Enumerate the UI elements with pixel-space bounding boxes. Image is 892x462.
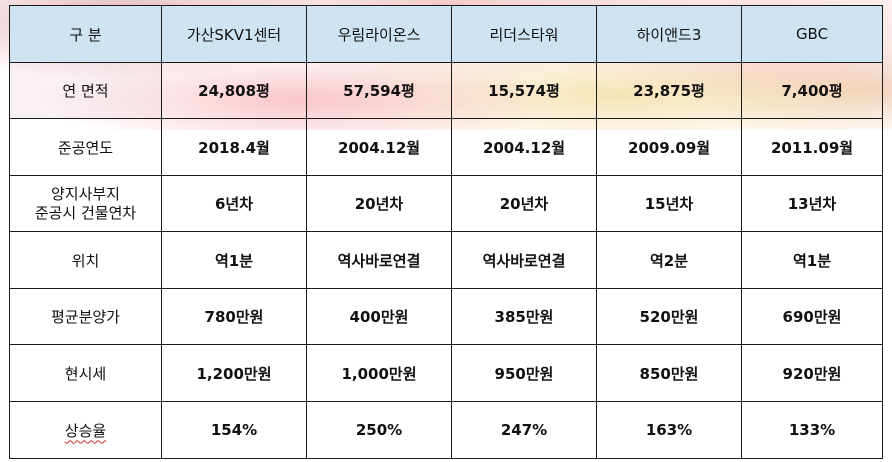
cell-area-gasan: 24,808평 (161, 62, 307, 119)
cell-year-urim: 2004.12월 (306, 118, 452, 176)
cell-market-leaders: 950만원 (451, 344, 597, 402)
row-label-building-age: 양지사부지 준공시 건물연차 (9, 175, 162, 232)
table-row-avg-sale-price: 평균분양가 780만원 400만원 385만원 520만원 690만원 (9, 288, 883, 345)
comparison-table: 구 분 가산SKV1센터 우림라이온스 리더스타워 하이앤드3 GBC 연 면적… (9, 5, 883, 459)
cell-price-urim: 400만원 (306, 288, 452, 345)
row-label-market-price: 현시세 (9, 344, 162, 402)
cell-market-gasan: 1,200만원 (161, 344, 307, 402)
row-label-avg-sale-price: 평균분양가 (9, 288, 162, 345)
cell-area-urim: 57,594평 (306, 62, 452, 119)
cell-price-leaders: 385만원 (451, 288, 597, 345)
cell-location-urim: 역사바로연결 (306, 231, 452, 289)
header-col-highend3: 하이앤드3 (596, 5, 742, 63)
header-col-leaders: 리더스타워 (451, 5, 597, 63)
header-label-cell: 구 분 (9, 5, 162, 63)
row-label-area: 연 면적 (9, 62, 162, 119)
header-col-urim: 우림라이온스 (306, 5, 452, 63)
cell-market-gbc: 920만원 (741, 344, 883, 402)
cell-location-gbc: 역1분 (741, 231, 883, 289)
cell-rate-gasan: 154% (161, 401, 307, 459)
cell-age-leaders: 20년차 (451, 175, 597, 232)
row-label-increase-rate-text: 상승율 (64, 421, 107, 440)
cell-market-highend3: 850만원 (596, 344, 742, 402)
cell-rate-urim: 250% (306, 401, 452, 459)
cell-area-gbc: 7,400평 (741, 62, 883, 119)
cell-price-highend3: 520만원 (596, 288, 742, 345)
table-row-completion-year: 준공연도 2018.4월 2004.12월 2004.12월 2009.09월 … (9, 118, 883, 176)
cell-price-gasan: 780만원 (161, 288, 307, 345)
cell-location-gasan: 역1분 (161, 231, 307, 289)
table-row-building-age: 양지사부지 준공시 건물연차 6년차 20년차 20년차 15년차 13년차 (9, 175, 883, 232)
table-row-area: 연 면적 24,808평 57,594평 15,574평 23,875평 7,4… (9, 62, 883, 119)
cell-rate-leaders: 247% (451, 401, 597, 459)
cell-price-gbc: 690만원 (741, 288, 883, 345)
row-label-completion-year: 준공연도 (9, 118, 162, 176)
cell-rate-gbc: 133% (741, 401, 883, 459)
cell-year-leaders: 2004.12월 (451, 118, 597, 176)
cell-location-highend3: 역2분 (596, 231, 742, 289)
row-label-location: 위치 (9, 231, 162, 289)
cell-age-urim: 20년차 (306, 175, 452, 232)
cell-year-highend3: 2009.09월 (596, 118, 742, 176)
cell-age-gbc: 13년차 (741, 175, 883, 232)
cell-rate-highend3: 163% (596, 401, 742, 459)
cell-location-leaders: 역사바로연결 (451, 231, 597, 289)
row-label-building-age-line2: 준공시 건물연차 (34, 203, 137, 222)
cell-year-gasan: 2018.4월 (161, 118, 307, 176)
cell-age-gasan: 6년차 (161, 175, 307, 232)
header-row: 구 분 가산SKV1센터 우림라이온스 리더스타워 하이앤드3 GBC (9, 5, 883, 63)
cell-area-leaders: 15,574평 (451, 62, 597, 119)
cell-area-highend3: 23,875평 (596, 62, 742, 119)
header-col-gasan: 가산SKV1센터 (161, 5, 307, 63)
table-row-market-price: 현시세 1,200만원 1,000만원 950만원 850만원 920만원 (9, 344, 883, 402)
table-row-location: 위치 역1분 역사바로연결 역사바로연결 역2분 역1분 (9, 231, 883, 289)
cell-year-gbc: 2011.09월 (741, 118, 883, 176)
row-label-increase-rate: 상승율 (9, 401, 162, 459)
cell-age-highend3: 15년차 (596, 175, 742, 232)
table-row-increase-rate: 상승율 154% 250% 247% 163% 133% (9, 401, 883, 459)
row-label-building-age-line1: 양지사부지 (50, 184, 120, 203)
cell-market-urim: 1,000만원 (306, 344, 452, 402)
header-col-gbc: GBC (741, 5, 883, 63)
